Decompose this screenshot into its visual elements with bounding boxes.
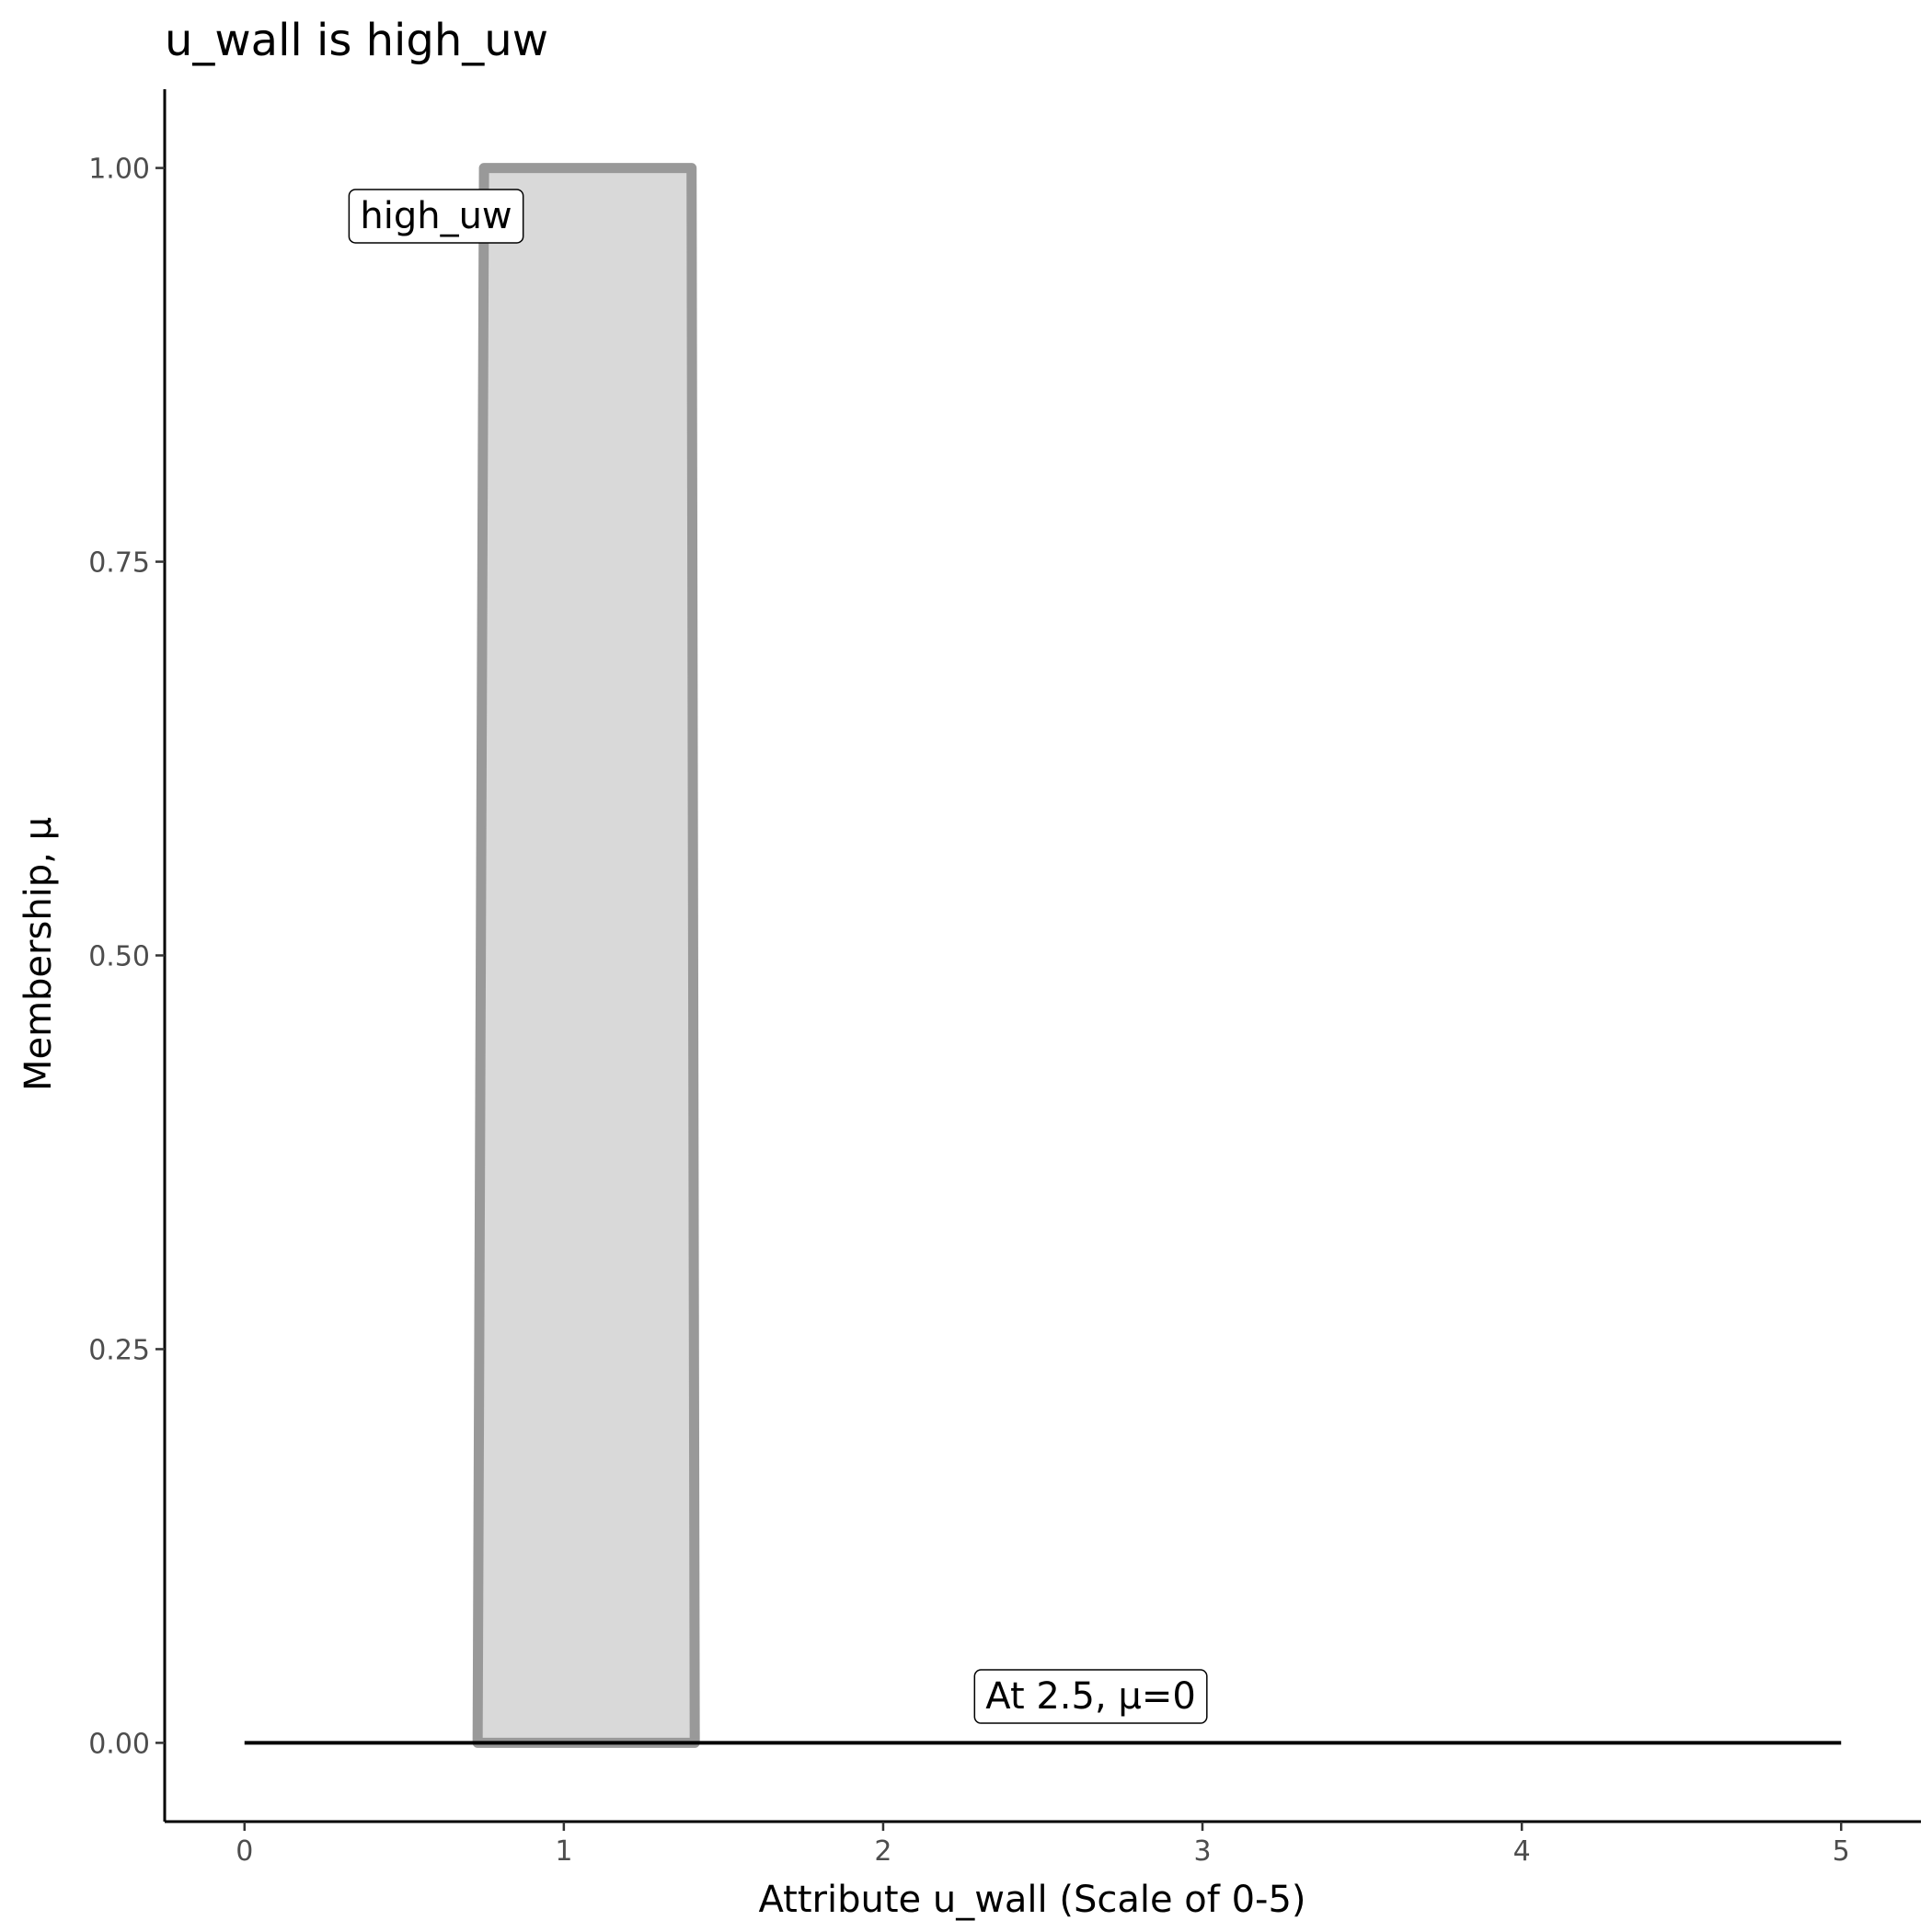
y-tick-label: 0.75 xyxy=(88,547,150,580)
x-tick-label: 1 xyxy=(555,1835,572,1868)
annotation-box xyxy=(973,1669,1208,1724)
x-tick-label: 2 xyxy=(874,1835,891,1868)
membership-shape-high_uw xyxy=(472,163,700,1748)
annotation-box xyxy=(348,189,524,244)
annotation-label: At 2.5, μ=0 xyxy=(973,1669,1208,1724)
annotation-text: At 2.5, μ=0 xyxy=(985,1675,1196,1718)
y-tick-label: 1.00 xyxy=(88,154,150,186)
x-tick-label: 5 xyxy=(1833,1835,1850,1868)
x-tick-label: 0 xyxy=(236,1835,253,1868)
axes: 0 1 2 3 4 5 0.00 0.25 0.50 0.75 1.00 xyxy=(88,89,1921,1868)
x-tick-label: 3 xyxy=(1193,1835,1211,1868)
x-tick-label: 4 xyxy=(1513,1835,1531,1868)
y-tick-label: 0.50 xyxy=(88,941,150,973)
y-tick-label: 0.00 xyxy=(88,1728,150,1760)
chart-title: u_wall is high_uw xyxy=(165,15,548,66)
annotation-text: high_uw xyxy=(360,195,512,237)
annotation-label: high_uw xyxy=(348,189,524,244)
x-axis-title: Attribute u_wall (Scale of 0-5) xyxy=(759,1879,1306,1921)
y-axis-title: Membership, μ xyxy=(17,817,60,1091)
plot-area: high_uw At 2.5, μ=0 xyxy=(244,163,1842,1748)
y-tick-label: 0.25 xyxy=(88,1334,150,1366)
